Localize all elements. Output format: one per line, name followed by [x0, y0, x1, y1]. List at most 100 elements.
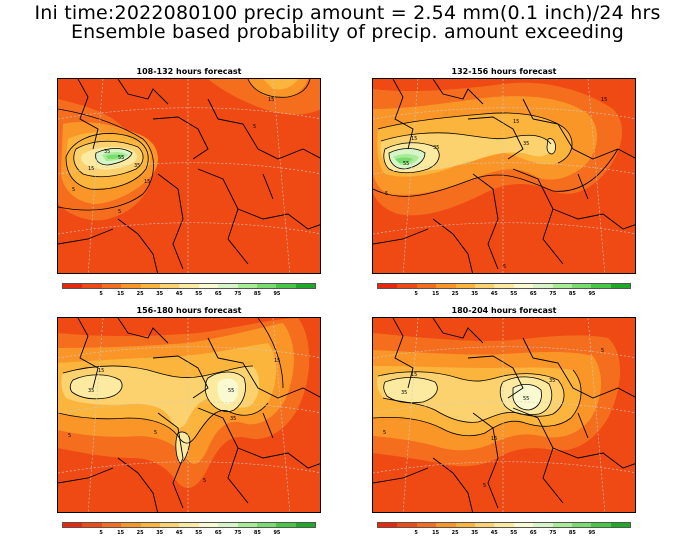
- colorbar-swatch: [416, 523, 437, 527]
- contour-label: 5: [203, 478, 207, 484]
- colorbar-swatch: [591, 523, 611, 527]
- contour-label: 35: [104, 149, 111, 155]
- colorbar-swatch: [571, 523, 592, 527]
- colorbar-swatch: [552, 284, 572, 288]
- colorbar-tick-label: 85: [253, 291, 261, 297]
- colorbar-swatch: [121, 284, 141, 288]
- colorbar-swatch: [455, 523, 475, 527]
- colorbar-ticks: 5 15 25 35 45 55 65 75 85 95: [62, 530, 316, 538]
- colorbar-swatch: [179, 523, 199, 527]
- colorbar-swatch: [494, 284, 514, 288]
- colorbar-tick-label: 95: [588, 291, 596, 297]
- colorbar-swatch: [159, 284, 180, 288]
- colorbar-swatch: [140, 523, 160, 527]
- main-title: Ini time:2022080100 precip amount = 2.54…: [34, 2, 661, 24]
- colorbar-tick-label: 35: [471, 291, 479, 297]
- contour-label: 15: [411, 136, 418, 142]
- panel-title: 156-180 hours forecast: [136, 306, 242, 315]
- colorbar-swatch: [397, 523, 417, 527]
- contour-label: 15: [144, 179, 151, 185]
- contour-label: 5: [154, 430, 158, 436]
- main-subtitle: Ensemble based probability of precip. am…: [70, 21, 625, 43]
- colorbar-swatch: [140, 284, 160, 288]
- contour-label: 5: [253, 124, 257, 130]
- colorbar-tick-label: 65: [214, 530, 222, 536]
- contour-label: 55: [523, 396, 530, 402]
- colorbar-swatch: [474, 523, 495, 527]
- colorbar-tick-label: 35: [156, 530, 164, 536]
- colorbar: [377, 283, 631, 289]
- contour-label: 5: [118, 209, 122, 215]
- contour-label: 55: [118, 155, 125, 161]
- colorbar-tick-label: 15: [117, 530, 125, 536]
- colorbar-tick-label: 25: [136, 530, 144, 536]
- colorbar-tick-label: 65: [529, 291, 537, 297]
- probability-map: 15 35 55 5 15 35 15 5: [372, 78, 636, 274]
- colorbar-swatch: [295, 284, 316, 288]
- contour-label: 5: [483, 483, 487, 489]
- contour-label: 15: [98, 368, 105, 374]
- colorbar-swatch: [121, 523, 141, 527]
- colorbar-ticks: 5 15 25 35 45 55 65 75 85 95: [62, 291, 316, 299]
- colorbar-tick-label: 65: [214, 291, 222, 297]
- colorbar-swatch: [455, 284, 475, 288]
- colorbar-swatch: [436, 523, 456, 527]
- contour-label: 5: [68, 433, 72, 439]
- colorbar-tick-label: 95: [273, 291, 281, 297]
- colorbar-swatch: [63, 523, 83, 527]
- probability-map: 15 35 55 5 15 35 15 5 5: [57, 78, 321, 274]
- colorbar-swatch: [82, 284, 102, 288]
- contour-label: 35: [549, 378, 556, 384]
- colorbar: [377, 522, 631, 528]
- colorbar-tick-label: 45: [175, 291, 183, 297]
- colorbar-tick-label: 45: [175, 530, 183, 536]
- colorbar: [62, 522, 316, 528]
- colorbar-swatch: [198, 523, 219, 527]
- contour-label: 15: [491, 436, 498, 442]
- colorbar-tick-label: 75: [234, 291, 242, 297]
- contour-label: 15: [268, 97, 275, 103]
- contour-label: 35: [401, 390, 408, 396]
- colorbar-swatch: [610, 523, 631, 527]
- map-drawing: [58, 318, 320, 512]
- colorbar-tick-label: 25: [451, 530, 459, 536]
- colorbar-tick-label: 5: [99, 530, 103, 536]
- contour-label: 55: [403, 161, 410, 167]
- panel-title: 132-156 hours forecast: [451, 67, 557, 76]
- colorbar-swatch: [494, 523, 514, 527]
- colorbar-swatch: [237, 284, 257, 288]
- probability-map: 15 35 55 5 35 5 15 5: [57, 317, 321, 513]
- colorbar-swatch: [591, 284, 611, 288]
- colorbar-ticks: 5 15 25 35 45 55 65 75 85 95: [377, 291, 631, 299]
- colorbar-swatch: [397, 284, 417, 288]
- colorbar-tick-label: 55: [510, 530, 518, 536]
- colorbar-tick-label: 75: [549, 530, 557, 536]
- colorbar-tick-label: 15: [432, 291, 440, 297]
- contour-label: 15: [274, 358, 281, 364]
- colorbar-swatch: [198, 284, 219, 288]
- contour-label: 15: [601, 97, 608, 103]
- contour-label: 5: [72, 187, 76, 193]
- colorbar-tick-label: 95: [273, 530, 281, 536]
- colorbar-swatch: [218, 523, 238, 527]
- map-drawing: [373, 79, 635, 273]
- colorbar-swatch: [256, 284, 277, 288]
- contour-label: 5: [503, 264, 507, 270]
- colorbar-swatch: [513, 284, 534, 288]
- colorbar-tick-label: 85: [253, 530, 261, 536]
- colorbar-swatch: [63, 284, 83, 288]
- colorbar-tick-label: 75: [234, 530, 242, 536]
- colorbar-tick-label: 15: [432, 530, 440, 536]
- colorbar-swatch: [237, 523, 257, 527]
- colorbar-tick-label: 55: [195, 291, 203, 297]
- colorbar-tick-label: 65: [529, 530, 537, 536]
- colorbar-ticks: 5 15 25 35 45 55 65 75 85 95: [377, 530, 631, 538]
- colorbar-tick-label: 95: [588, 530, 596, 536]
- contour-label: 5: [601, 348, 605, 354]
- contour-label: 35: [230, 416, 237, 422]
- colorbar-tick-label: 75: [549, 291, 557, 297]
- colorbar-swatch: [378, 523, 398, 527]
- colorbar-swatch: [474, 284, 495, 288]
- contour-label: 35: [134, 163, 141, 169]
- contour-label: 5: [383, 430, 387, 436]
